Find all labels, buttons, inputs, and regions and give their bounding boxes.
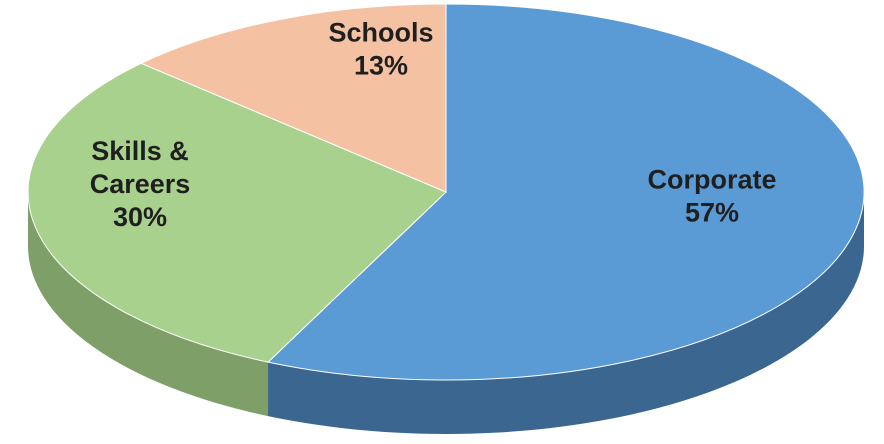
slice-name-corporate: Corporate	[647, 165, 776, 195]
pie-slice-labels: Corporate 57% Skills & Careers 30% Schools 13%	[90, 18, 777, 233]
slice-label-schools: Schools 13%	[328, 18, 433, 81]
slice-percent-skills-and-careers: 30%	[113, 202, 167, 232]
pie-top-faces	[27, 3, 865, 381]
slice-percent-corporate: 57%	[685, 198, 739, 228]
pie-slice-schools[interactable]	[140, 3, 447, 193]
slice-name-schools: Schools	[328, 18, 433, 48]
pie-side-walls	[28, 192, 864, 434]
slice-label-skills-and-careers: Skills & Careers 30%	[90, 136, 191, 232]
pie-slice-side-skills-and-careers	[28, 192, 269, 417]
pie-slice-skills-and-careers[interactable]	[27, 62, 447, 363]
slice-label-corporate: Corporate 57%	[647, 165, 776, 228]
pie-slice-side-corporate	[268, 192, 864, 434]
slice-percent-schools: 13%	[354, 51, 408, 81]
slice-name-skills-and-careers: Careers	[90, 169, 191, 199]
slice-name-skills-and-careers: Skills &	[91, 136, 189, 166]
pie-slice-corporate[interactable]	[266, 3, 865, 381]
